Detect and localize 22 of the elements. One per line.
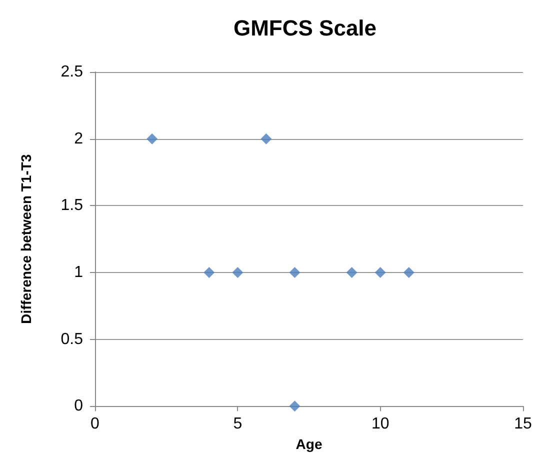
y-tick-label: 2.5 [60,64,84,80]
point [232,266,244,278]
x-axis-title: Age [296,436,322,452]
y-tick-label: 1.5 [60,197,84,214]
y-tick-label: 0.5 [60,330,84,348]
point [374,266,386,278]
point [289,400,300,412]
chart-title: GMFCS Scale [233,16,377,40]
point [403,266,414,278]
y-axis-title: Difference between T1-T3 [18,154,34,324]
x-tick-label: 5 [233,416,242,433]
point [146,133,158,144]
point [346,266,358,278]
y-tick-label: 0 [74,398,84,415]
x-tick-label: 0 [90,416,100,433]
point [204,266,215,278]
point [260,133,272,144]
x-tick-label: 15 [514,416,532,433]
y-tick-label: 1 [74,264,84,281]
point [289,266,300,278]
y-tick-label: 2 [74,130,84,148]
x-tick-label: 10 [371,416,390,433]
